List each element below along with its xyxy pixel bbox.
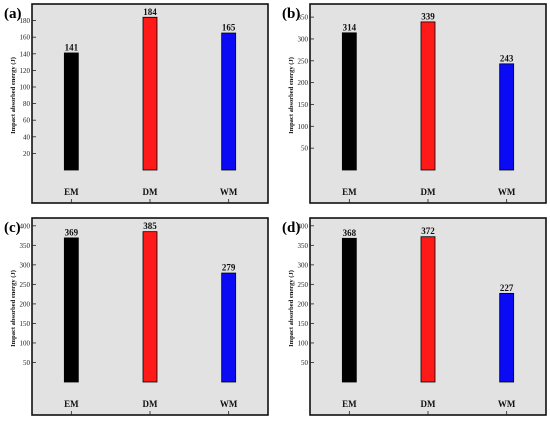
x-tick-label-em: EM — [64, 187, 79, 197]
data-label-em: 141 — [65, 42, 79, 52]
bar-wm — [221, 32, 237, 171]
x-tick-label-dm: DM — [143, 399, 158, 409]
y-tick-label: 150 — [298, 101, 309, 109]
x-tick-label-dm: DM — [143, 187, 158, 197]
y-tick-label: 50 — [23, 359, 31, 367]
y-tick-label: 100 — [20, 84, 31, 92]
y-tick-label: 250 — [20, 281, 31, 289]
panel-tag: (d) — [282, 220, 300, 236]
y-tick-label: 60 — [23, 117, 31, 125]
panel-tag: (b) — [282, 6, 300, 22]
data-label-dm: 339 — [421, 11, 435, 21]
y-axis-label: Impact absorbed energy (J) — [10, 57, 17, 134]
y-tick-label: 200 — [298, 300, 309, 308]
y-tick-label: 350 — [20, 242, 31, 250]
y-tick-label: 100 — [298, 339, 309, 347]
y-tick-label: 80 — [23, 100, 31, 108]
data-label-em: 314 — [343, 22, 357, 32]
chart-panel-2: (b) Impact absorbed energy (J) 50 100 150 200… — [282, 3, 547, 204]
y-tick-label: 400 — [20, 222, 31, 230]
bar-dm — [142, 16, 158, 171]
x-tick-label-em: EM — [342, 187, 357, 197]
y-tick-label: 250 — [298, 57, 309, 65]
bar-dm — [142, 231, 158, 383]
bar-wm — [499, 63, 515, 171]
data-label-wm: 165 — [222, 23, 236, 33]
x-tick-label-dm: DM — [421, 187, 436, 197]
y-tick-label: 150 — [298, 320, 309, 328]
panel-tag: (c) — [4, 220, 21, 236]
y-tick-label: 200 — [298, 79, 309, 87]
y-tick-label: 50 — [301, 145, 309, 153]
bar-em — [63, 52, 79, 171]
y-tick-label: 140 — [20, 50, 31, 58]
data-label-wm: 279 — [222, 263, 236, 273]
data-label-em: 369 — [65, 227, 79, 237]
y-tick-label: 50 — [301, 359, 309, 367]
x-tick-label-wm: WM — [498, 399, 516, 409]
bar-em — [341, 237, 357, 383]
y-tick-label: 100 — [298, 123, 309, 131]
y-tick-label: 20 — [23, 150, 31, 158]
bar-wm — [221, 272, 237, 383]
bar-em — [341, 32, 357, 171]
x-tick-label-wm: WM — [498, 187, 516, 197]
chart-panel-4: (d) Impact absorbed energy (J) 50 100 150 200… — [282, 217, 547, 416]
panel-tag: (a) — [4, 6, 22, 22]
y-tick-label: 300 — [20, 261, 31, 269]
x-tick-label-wm: WM — [220, 399, 238, 409]
data-label-dm: 184 — [143, 7, 157, 17]
y-tick-label: 150 — [20, 320, 31, 328]
y-axis-label: Impact absorbed energy (J) — [10, 270, 17, 347]
y-tick-label: 40 — [23, 133, 31, 141]
chart-panel-1: (a) Impact absorbed energy (J) 20 40 60 80 100… — [4, 3, 269, 204]
y-tick-label: 200 — [20, 300, 31, 308]
chart-panel-3: (c) Impact absorbed energy (J) 50 100 150 200… — [4, 217, 269, 416]
data-label-wm: 243 — [500, 53, 514, 63]
y-tick-label: 300 — [298, 261, 309, 269]
x-tick-label-em: EM — [342, 399, 357, 409]
y-tick-label: 160 — [20, 34, 31, 42]
y-tick-label: 300 — [298, 35, 309, 43]
y-tick-label: 400 — [298, 222, 309, 230]
y-tick-label: 120 — [20, 67, 31, 75]
y-tick-label: 100 — [20, 339, 31, 347]
y-tick-label: 350 — [298, 14, 309, 22]
y-tick-label: 250 — [298, 281, 309, 289]
y-tick-label: 350 — [298, 242, 309, 250]
bar-em — [63, 237, 79, 383]
data-label-dm: 372 — [421, 226, 435, 236]
x-tick-label-wm: WM — [220, 187, 238, 197]
y-axis-label: Impact absorbed energy (J) — [288, 57, 295, 134]
data-label-dm: 385 — [143, 221, 157, 231]
y-tick-label: 180 — [20, 17, 31, 25]
x-tick-label-dm: DM — [421, 399, 436, 409]
x-tick-label-em: EM — [64, 399, 79, 409]
bar-dm — [420, 236, 436, 383]
data-label-em: 368 — [343, 228, 357, 238]
y-axis-label: Impact absorbed energy (J) — [288, 270, 295, 347]
bar-dm — [420, 21, 436, 171]
data-label-wm: 227 — [500, 283, 514, 293]
bar-wm — [499, 292, 515, 383]
